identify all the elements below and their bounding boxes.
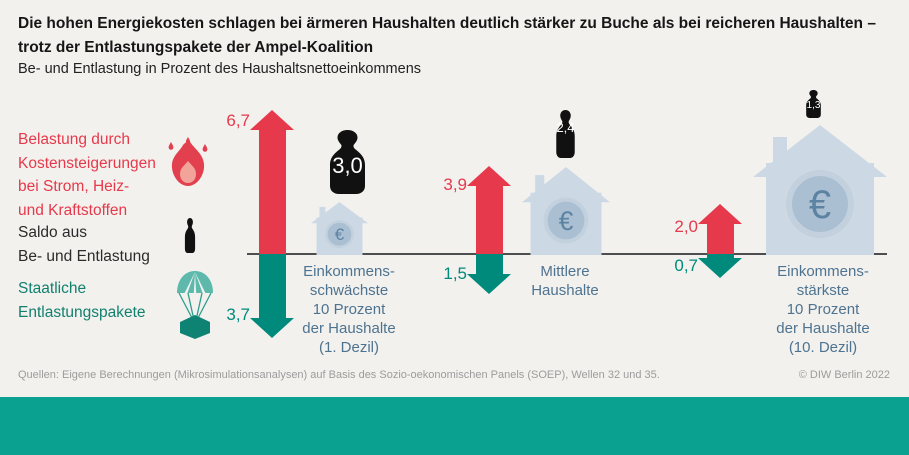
saldo-value-group2: 2,4 (556, 120, 575, 135)
relief-arrow-group2 (467, 254, 511, 294)
relief-value-group2: 1,5 (443, 264, 467, 283)
page-title: Die hohen Energiekosten schlagen bei ärm… (18, 15, 876, 56)
footer-bar: DIWWochenbericht 172022 DIW BERLIN (0, 397, 909, 455)
burden-arrow-group3 (698, 204, 742, 254)
saldo-value-group1: 3,0 (332, 153, 363, 178)
arrow-head (698, 258, 742, 278)
page-subtitle: Be- und Entlastung in Prozent des Hausha… (18, 61, 422, 77)
relief-value-group3: 0,7 (674, 256, 698, 275)
saldo-weight-icon-group1 (330, 130, 365, 194)
burden-value-group3: 2,0 (674, 217, 698, 236)
arrow-shaft (706, 254, 734, 258)
saldo-weight-icon-group3 (806, 90, 821, 118)
arrow-shaft (475, 254, 503, 274)
arrow-head (698, 204, 742, 224)
relief-arrow-group3 (698, 254, 742, 278)
source-note: Quellen: Eigene Berechnungen (Mikrosimul… (18, 369, 660, 381)
parachute-icon (177, 271, 213, 339)
copyright-note: © DIW Berlin 2022 (798, 369, 890, 381)
arrow-shaft (258, 130, 286, 254)
arrow-shaft (706, 224, 734, 254)
relief-value-group1: 3,7 (226, 305, 250, 324)
category-label-group2: Mittlere Haushalte (531, 263, 599, 299)
arrow-head (467, 166, 511, 186)
burden-value-group1: 6,7 (226, 111, 250, 130)
burden-arrow-group1 (250, 110, 294, 254)
legend-saldo-label: Saldo aus Be- und Entlastung (18, 224, 150, 265)
category-label-group1: Einkommens- schwächste 10 Prozent der Ha… (302, 263, 396, 356)
arrow-head (467, 274, 511, 294)
arrow-shaft (258, 254, 286, 318)
category-label-group3: Einkommens- stärkste 10 Prozent der Haus… (776, 263, 870, 356)
saldo-weight-icon-group2 (556, 110, 575, 158)
house-icon-group3: € (753, 125, 887, 255)
legend-relief-label: Staatliche Entlastungspakete (18, 280, 146, 321)
euro-icon: € (559, 206, 574, 236)
euro-icon: € (809, 183, 831, 227)
burden-arrow-group2 (467, 166, 511, 254)
burden-value-group2: 3,9 (443, 175, 467, 194)
arrow-shaft (475, 186, 503, 254)
relief-arrow-group1 (250, 254, 294, 338)
house-icon-group1: € (311, 202, 368, 255)
legend-burden-label: Belastung durch Kostensteigerungen bei S… (18, 131, 156, 219)
arrow-head (250, 110, 294, 130)
flame-icon (168, 137, 208, 186)
saldo-value-group3: 1,3 (806, 100, 821, 111)
euro-icon: € (335, 225, 345, 244)
arrow-head (250, 318, 294, 338)
house-icon-group2: € (522, 167, 610, 255)
weight-icon (184, 218, 196, 253)
